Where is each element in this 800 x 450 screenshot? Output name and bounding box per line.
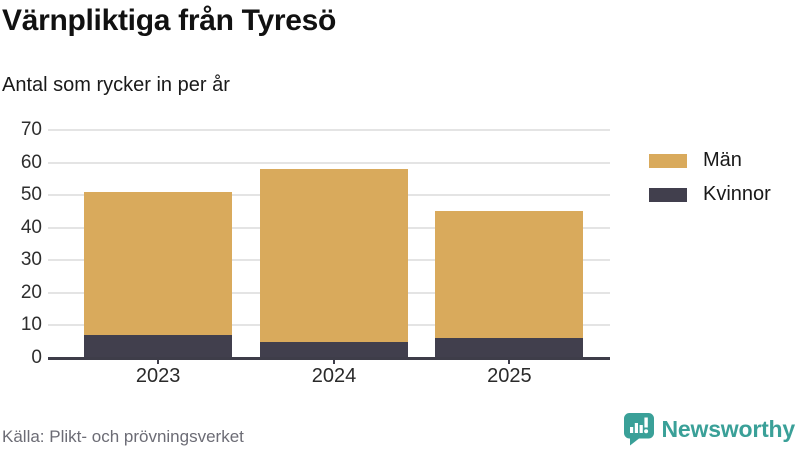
x-tick (333, 358, 336, 364)
bar-2024 (260, 169, 409, 358)
x-tick (508, 358, 511, 364)
x-tick-label: 2024 (311, 365, 357, 387)
legend-swatch (649, 187, 687, 202)
legend-swatch (649, 153, 687, 168)
newsworthy-wordmark: Newsworthy (661, 415, 796, 442)
x-axis-line (48, 357, 610, 360)
bar-2025 (435, 211, 584, 358)
bar-segment-kvinnor (435, 338, 584, 358)
y-tick-label: 50 (20, 184, 42, 206)
y-tick-label: 30 (20, 249, 42, 271)
page-title: Värnpliktiga från Tyresö (2, 4, 337, 37)
y-tick-label: 40 (20, 216, 42, 238)
y-tick-label: 60 (20, 151, 42, 173)
x-tick-label: 2025 (487, 365, 532, 387)
x-tick (157, 358, 160, 364)
plot-area (48, 129, 610, 360)
legend-item-kvinnor: Kvinnor (649, 183, 771, 206)
y-tick-label: 0 (31, 347, 42, 368)
bar-segment-män (435, 211, 584, 339)
gridline (48, 161, 610, 164)
y-axis-labels: 0 10 20 30 40 50 60 70 (0, 119, 42, 368)
gridline (48, 129, 610, 131)
bar-chart-bubble-icon (623, 412, 655, 446)
legend-item-män: Män (649, 149, 771, 172)
x-tick-label: 2023 (135, 365, 181, 387)
legend-label: Kvinnor (703, 183, 771, 205)
bar-segment-kvinnor (84, 335, 233, 358)
legend-label: Män (703, 149, 742, 171)
chart-subtitle: Antal som rycker in per år (2, 74, 230, 96)
legend: Män Kvinnor (649, 149, 771, 217)
bar-segment-män (84, 191, 233, 336)
y-tick-label: 10 (20, 314, 42, 336)
x-axis: 2023 2024 2025 (48, 358, 610, 398)
y-tick-label: 70 (20, 119, 42, 140)
bar-segment-män (260, 169, 409, 342)
y-tick-label: 20 (20, 281, 42, 303)
newsworthy-logo[interactable]: Newsworthy (623, 412, 795, 446)
source-note: Källa: Plikt- och prövningsverket (2, 427, 244, 446)
bar-2023 (84, 191, 233, 358)
bar-segment-kvinnor (260, 341, 409, 358)
